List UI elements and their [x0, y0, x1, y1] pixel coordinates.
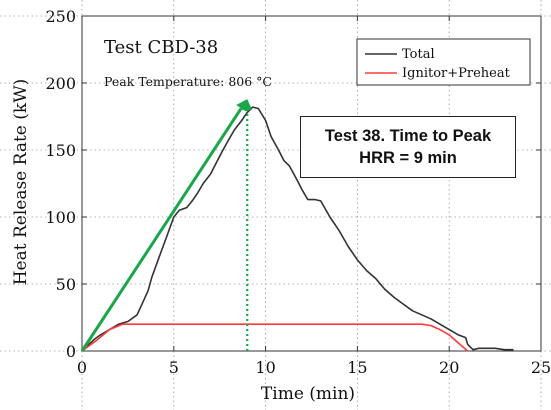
chart-title: Test CBD-38	[104, 37, 218, 58]
chart-subtitle: Peak Temperature: 806 °C	[104, 74, 272, 89]
x-tick-label: 0	[77, 358, 87, 377]
legend-label-total: Total	[402, 47, 435, 62]
axis-ticks	[81, 15, 542, 352]
x-tick-label: 25	[531, 358, 551, 377]
x-axis-label: Time (min)	[261, 384, 355, 404]
rise-arrow-head	[236, 99, 248, 112]
legend-box	[356, 38, 531, 86]
series-layer	[81, 106, 514, 352]
x-tick-label: 15	[347, 358, 367, 377]
rise-arrow-line	[80, 107, 243, 352]
time-to-peak-callout: Test 38. Time to Peak HRR = 9 min	[300, 116, 516, 178]
y-tick-label: 150	[45, 141, 76, 160]
y-tick-label: 250	[45, 7, 76, 26]
callout-line-1: Test 38. Time to Peak	[324, 126, 492, 145]
y-tick-label: 100	[45, 208, 76, 227]
series-line-ignitor-preheat	[81, 323, 469, 352]
series-line-total	[81, 106, 514, 352]
x-tick-label: 20	[439, 358, 459, 377]
y-axis-label: Heat Release Rate (kW)	[11, 79, 31, 286]
legend: Total Ignitor+Preheat	[356, 38, 531, 86]
annotation-layer	[80, 99, 253, 352]
y-tick-label: 0	[66, 342, 76, 361]
y-tick-label: 50	[56, 275, 76, 294]
x-tick-label: 10	[255, 358, 275, 377]
y-tick-label: 200	[45, 74, 76, 93]
callout-line-2: HRR = 9 min	[359, 149, 457, 167]
x-tick-label: 5	[169, 358, 179, 377]
plot-frame	[81, 15, 542, 352]
legend-label-ignitor: Ignitor+Preheat	[402, 66, 511, 81]
